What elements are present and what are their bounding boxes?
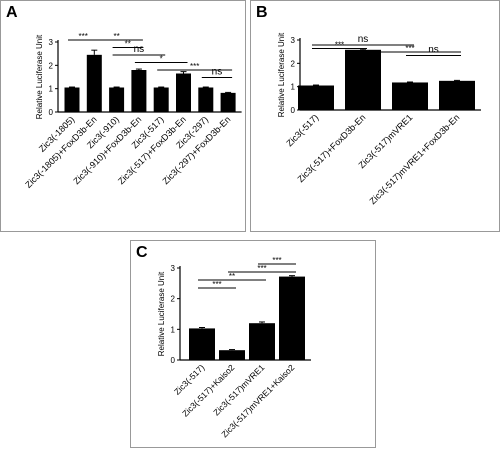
- chart-c-significance-label: **: [229, 272, 235, 281]
- panel-label-c: C: [136, 244, 148, 261]
- chart-b-bar: [392, 82, 428, 110]
- chart-a-bar: [220, 92, 236, 112]
- chart-a-y-axis-title: Relative Luciferase Unit: [35, 34, 44, 119]
- chart-c-category-label: Zic3(-517)+Kaiso2: [180, 362, 237, 419]
- chart-b-significance-label: ns: [358, 34, 369, 45]
- chart-c-significance-label: ***: [212, 280, 221, 289]
- chart-c-bar: [219, 350, 245, 360]
- chart-a-significance-label: ns: [212, 67, 223, 78]
- chart-b-significance-label: ns: [428, 45, 439, 56]
- chart-c-y-axis-title: Relative Luciferase Unit: [157, 271, 166, 356]
- chart-b-significance-label: ***: [405, 44, 414, 53]
- chart-b-significance-label: ***: [335, 41, 344, 50]
- panel-label-a: A: [6, 4, 18, 21]
- chart-b-y-axis-title: Relative Luciferase Unit: [277, 32, 286, 117]
- chart-c-y-tick-label: 0: [171, 356, 176, 365]
- chart-c-bar: [189, 328, 215, 360]
- chart-c-bar: [249, 323, 275, 360]
- chart-c-bar: [279, 276, 305, 360]
- chart-b-bar: [345, 49, 381, 110]
- chart-b-category-label: Zic3(-517): [284, 112, 320, 148]
- chart-a-significance-label: **: [125, 40, 131, 49]
- chart-a-bar: [109, 87, 125, 112]
- chart-b-y-tick-label: 0: [291, 106, 296, 115]
- chart-c-y-tick-label: 1: [171, 325, 176, 334]
- chart-a-bar: [131, 70, 147, 112]
- panel-a-frame: [0, 0, 246, 232]
- chart-c-significance-label: ***: [257, 264, 266, 273]
- panel-label-b: B: [256, 4, 268, 21]
- chart-a-significance-label: ***: [190, 62, 199, 71]
- chart-a-significance-label: **: [113, 32, 119, 41]
- chart-a-bar: [198, 87, 214, 112]
- chart-b-y-tick-label: 1: [291, 83, 296, 92]
- chart-a-y-tick-label: 0: [49, 108, 54, 117]
- chart-c-category-label: Zic3(-517)mVRE1: [211, 362, 266, 417]
- chart-b-y-tick-label: 3: [291, 36, 296, 45]
- chart-a-bar: [176, 73, 191, 112]
- chart-c-y-tick-label: 3: [171, 264, 176, 273]
- chart-b-category-label: Zic3(-517)mVRE1+FoxD3b-En: [368, 112, 462, 206]
- chart-c-y-tick-label: 2: [171, 295, 176, 304]
- chart-b-y-tick-label: 2: [291, 59, 296, 68]
- chart-a-bar: [86, 54, 102, 112]
- chart-a-y-tick-label: 2: [49, 61, 54, 70]
- chart-a-bar: [153, 87, 169, 112]
- chart-a-y-tick-label: 1: [49, 85, 54, 94]
- chart-a-significance-label: *: [160, 55, 163, 64]
- chart-a-significance-label: ***: [78, 32, 87, 41]
- chart-a-bar: [64, 87, 80, 112]
- chart-a-significance-label: ns: [134, 44, 145, 55]
- chart-a-y-tick-label: 3: [49, 38, 54, 47]
- chart-b-bar: [439, 80, 475, 110]
- panel-b-frame: [250, 0, 500, 232]
- chart-c-significance-label: ***: [272, 256, 281, 265]
- chart-b-bar: [298, 85, 334, 110]
